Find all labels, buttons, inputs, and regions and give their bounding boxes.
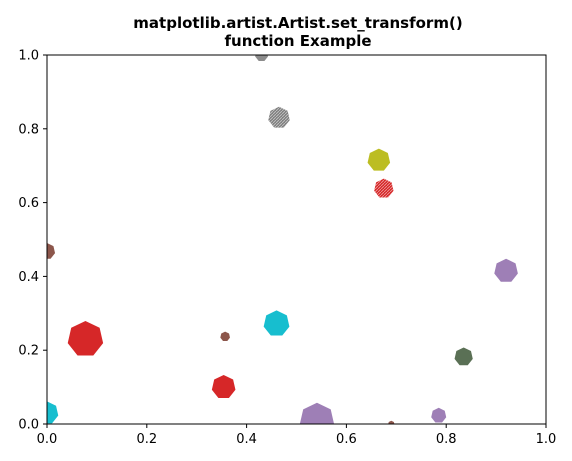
y-axis: 0.0 0.2 0.4 0.6 0.8 1.0 xyxy=(18,49,47,433)
heptagon-marker xyxy=(299,402,335,424)
heptagon-marker xyxy=(255,55,268,61)
y-tick-label: 0.0 xyxy=(18,418,39,433)
x-tick-label: 0.4 xyxy=(236,432,257,447)
heptagon-marker xyxy=(47,243,56,259)
x-tick-label: 0.2 xyxy=(136,432,157,447)
heptagon-marker xyxy=(494,258,518,282)
heptagon-marker xyxy=(367,148,391,171)
heptagon-marker xyxy=(454,347,473,366)
heptagon-marker xyxy=(211,375,236,398)
heptagon-marker xyxy=(47,401,59,424)
y-tick-label: 1.0 xyxy=(18,49,39,64)
chart-title-line2: function Example xyxy=(224,32,371,50)
markers-layer xyxy=(47,55,518,424)
x-axis: 0.0 0.2 0.4 0.6 0.8 1.0 xyxy=(37,424,557,447)
heptagon-marker xyxy=(67,320,104,356)
x-tick-label: 0.6 xyxy=(336,432,357,447)
y-tick-label: 0.8 xyxy=(18,122,39,137)
marker-hatch-overlay xyxy=(268,106,290,128)
y-tick-label: 0.4 xyxy=(18,270,39,285)
x-tick-label: 0.8 xyxy=(436,432,457,447)
plot-area xyxy=(47,55,546,424)
y-tick-label: 0.6 xyxy=(18,196,39,211)
heptagon-marker xyxy=(431,407,447,423)
heptagon-marker xyxy=(263,310,290,336)
heptagon-marker xyxy=(388,420,395,424)
marker-hatch-overlay xyxy=(374,178,394,198)
x-tick-label: 0.0 xyxy=(37,432,58,447)
y-tick-label: 0.2 xyxy=(18,344,39,359)
chart-title-line1: matplotlib.artist.Artist.set_transform() xyxy=(133,14,462,32)
heptagon-marker xyxy=(220,331,230,342)
x-tick-label: 1.0 xyxy=(536,432,557,447)
axes-frame xyxy=(46,54,547,425)
